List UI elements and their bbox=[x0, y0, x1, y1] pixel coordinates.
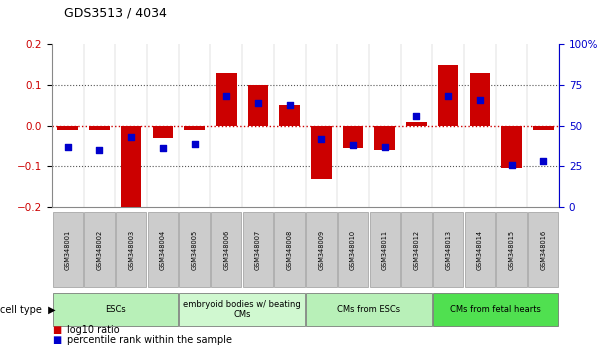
Bar bbox=[533, 126, 554, 130]
Point bbox=[158, 145, 168, 151]
Text: GSM348005: GSM348005 bbox=[192, 229, 197, 270]
Text: log10 ratio: log10 ratio bbox=[67, 325, 120, 335]
Text: GSM348001: GSM348001 bbox=[65, 229, 71, 270]
Point bbox=[380, 144, 390, 150]
Text: GSM348006: GSM348006 bbox=[223, 229, 229, 270]
Text: GSM348008: GSM348008 bbox=[287, 229, 293, 270]
Text: GSM348013: GSM348013 bbox=[445, 230, 451, 269]
Point bbox=[63, 144, 73, 150]
Bar bbox=[375, 126, 395, 150]
Point bbox=[253, 100, 263, 106]
FancyBboxPatch shape bbox=[433, 293, 558, 326]
FancyBboxPatch shape bbox=[53, 212, 83, 287]
Bar bbox=[185, 126, 205, 130]
Point bbox=[475, 97, 485, 102]
FancyBboxPatch shape bbox=[528, 212, 558, 287]
FancyBboxPatch shape bbox=[243, 212, 273, 287]
Text: GSM348002: GSM348002 bbox=[97, 229, 103, 270]
Text: GSM348016: GSM348016 bbox=[540, 229, 546, 270]
Point bbox=[95, 147, 104, 153]
Text: GSM348009: GSM348009 bbox=[318, 229, 324, 270]
Text: GSM348011: GSM348011 bbox=[382, 230, 388, 269]
FancyBboxPatch shape bbox=[148, 212, 178, 287]
Bar bbox=[89, 126, 110, 130]
Point bbox=[348, 142, 358, 148]
Text: CMs from ESCs: CMs from ESCs bbox=[337, 305, 400, 314]
Bar bbox=[501, 126, 522, 169]
Point bbox=[412, 113, 422, 119]
Text: GSM348004: GSM348004 bbox=[160, 229, 166, 270]
Bar bbox=[438, 65, 458, 126]
Point bbox=[221, 93, 231, 99]
FancyBboxPatch shape bbox=[464, 212, 495, 287]
Text: GSM348012: GSM348012 bbox=[414, 229, 419, 270]
FancyBboxPatch shape bbox=[401, 212, 431, 287]
Text: cell type  ▶: cell type ▶ bbox=[0, 305, 56, 315]
Point bbox=[189, 141, 199, 147]
Text: GSM348003: GSM348003 bbox=[128, 229, 134, 270]
Text: GSM348007: GSM348007 bbox=[255, 229, 261, 270]
Text: GSM348014: GSM348014 bbox=[477, 229, 483, 270]
Point bbox=[316, 136, 326, 142]
FancyBboxPatch shape bbox=[338, 212, 368, 287]
Point bbox=[126, 134, 136, 140]
Point bbox=[538, 159, 548, 164]
Text: GDS3513 / 4034: GDS3513 / 4034 bbox=[64, 6, 167, 19]
Text: GSM348010: GSM348010 bbox=[350, 229, 356, 270]
Bar bbox=[57, 126, 78, 130]
FancyBboxPatch shape bbox=[370, 212, 400, 287]
Text: ■: ■ bbox=[52, 335, 61, 345]
Point bbox=[443, 93, 453, 99]
Bar bbox=[406, 122, 426, 126]
FancyBboxPatch shape bbox=[116, 212, 147, 287]
Bar bbox=[311, 126, 332, 179]
FancyBboxPatch shape bbox=[84, 212, 115, 287]
Bar bbox=[343, 126, 364, 148]
FancyBboxPatch shape bbox=[496, 212, 527, 287]
Bar bbox=[216, 73, 236, 126]
Bar bbox=[469, 73, 490, 126]
FancyBboxPatch shape bbox=[180, 212, 210, 287]
Bar bbox=[121, 126, 142, 207]
Bar bbox=[247, 85, 268, 126]
Point bbox=[285, 102, 295, 107]
Text: embryoid bodies w/ beating
CMs: embryoid bodies w/ beating CMs bbox=[183, 300, 301, 319]
Text: CMs from fetal hearts: CMs from fetal hearts bbox=[450, 305, 541, 314]
Text: ESCs: ESCs bbox=[105, 305, 126, 314]
Bar bbox=[153, 126, 173, 138]
Bar bbox=[279, 105, 300, 126]
Point bbox=[507, 162, 516, 167]
FancyBboxPatch shape bbox=[53, 293, 178, 326]
FancyBboxPatch shape bbox=[274, 212, 305, 287]
Text: GSM348015: GSM348015 bbox=[508, 229, 514, 270]
FancyBboxPatch shape bbox=[180, 293, 305, 326]
FancyBboxPatch shape bbox=[433, 212, 463, 287]
FancyBboxPatch shape bbox=[306, 293, 431, 326]
Text: percentile rank within the sample: percentile rank within the sample bbox=[67, 335, 232, 345]
Text: ■: ■ bbox=[52, 325, 61, 335]
FancyBboxPatch shape bbox=[306, 212, 337, 287]
FancyBboxPatch shape bbox=[211, 212, 241, 287]
